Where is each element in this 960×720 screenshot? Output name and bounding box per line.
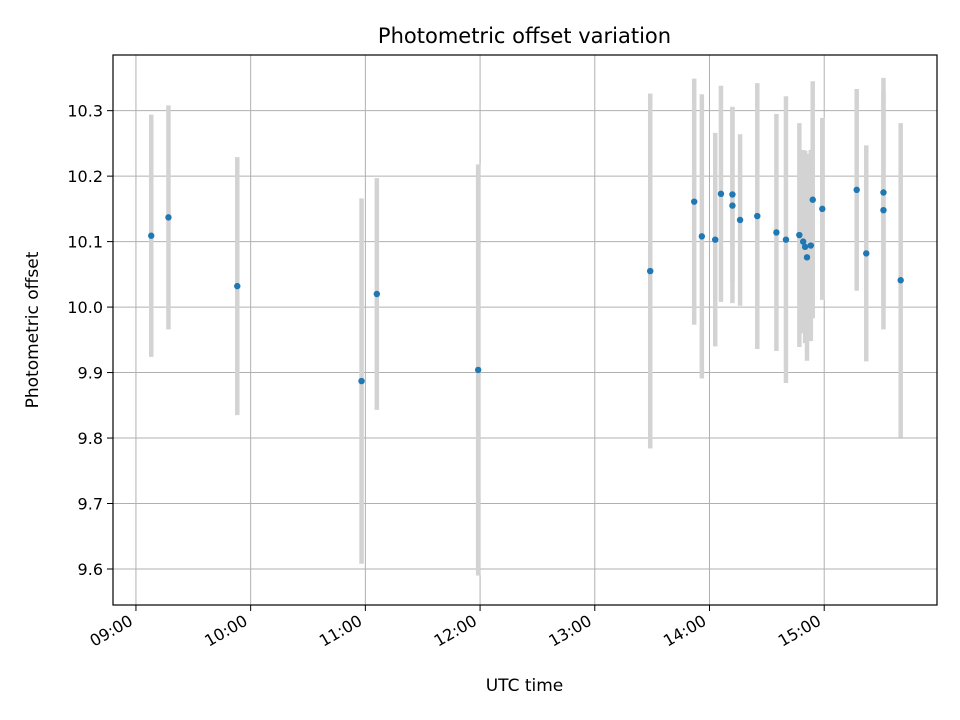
data-point	[863, 250, 870, 257]
y-tick-label: 10.3	[67, 102, 103, 121]
data-point	[736, 216, 744, 224]
y-tick-label: 10.2	[67, 167, 103, 186]
y-tick-label: 10.0	[67, 298, 103, 317]
data-point	[165, 214, 172, 221]
data-point	[897, 277, 904, 284]
x-tick-label: 14:00	[660, 611, 709, 651]
data-point	[148, 232, 155, 239]
data-point	[234, 282, 241, 290]
x-tick-label: 12:00	[431, 611, 480, 651]
data-points	[148, 186, 904, 385]
data-point	[803, 254, 811, 261]
x-tick-label: 13:00	[545, 611, 594, 651]
data-point	[801, 243, 809, 251]
y-axis-label: Photometric offset	[23, 251, 43, 408]
y-axis-ticks: 9.6 9.7 9.8 9.9 10.0 10.1 10.2 10.3	[67, 102, 113, 579]
data-point	[690, 198, 698, 205]
data-point	[809, 196, 816, 203]
y-tick-label: 9.7	[78, 495, 103, 514]
data-point	[373, 290, 381, 298]
data-point	[647, 267, 654, 275]
x-tick-label: 15:00	[775, 611, 824, 651]
y-tick-label: 9.6	[78, 560, 103, 579]
data-point	[880, 206, 887, 214]
y-tick-label: 9.8	[78, 429, 103, 448]
x-tick-label: 10:00	[201, 611, 250, 651]
y-tick-label: 10.1	[67, 233, 103, 252]
x-tick-label: 11:00	[316, 611, 365, 651]
data-point	[729, 191, 736, 198]
x-axis-ticks: 09:00 10:00 11:00 12:00 13:00 14:00 15:00	[87, 605, 825, 651]
data-point	[358, 377, 365, 385]
x-tick-label: 09:00	[87, 611, 136, 651]
chart-title: Photometric offset variation	[378, 24, 671, 48]
data-point	[807, 242, 815, 249]
data-point	[717, 190, 725, 198]
y-tick-label: 9.9	[78, 364, 103, 383]
data-point	[880, 189, 887, 196]
data-point	[754, 212, 761, 220]
data-point	[729, 202, 736, 209]
data-point	[819, 205, 826, 213]
plot-frame	[112, 54, 938, 606]
data-point	[698, 233, 706, 240]
data-point	[799, 238, 807, 245]
data-point	[474, 366, 482, 374]
error-bars	[148, 77, 903, 576]
x-axis-label: UTC time	[486, 676, 564, 696]
data-point	[773, 229, 780, 236]
data-point	[853, 186, 860, 194]
data-point	[782, 236, 790, 243]
data-point	[796, 231, 803, 239]
data-point	[712, 236, 719, 243]
